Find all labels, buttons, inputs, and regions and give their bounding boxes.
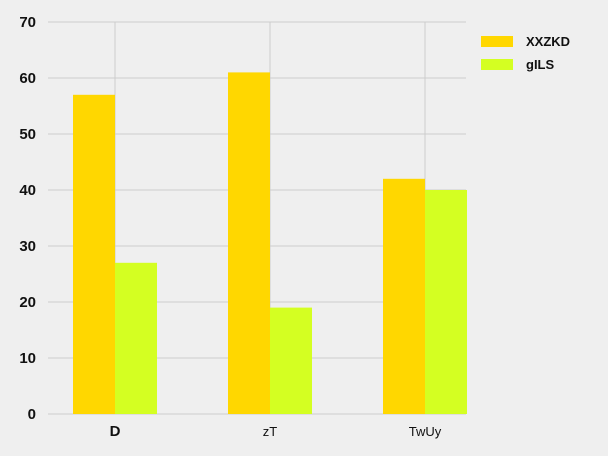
bar-XXZKD-D [73,94,115,415]
legend-swatch [481,36,513,47]
y-tick-label: 20 [19,294,36,311]
x-tick-label: TwUy [409,424,442,439]
y-tick-label: 60 [19,70,36,87]
y-tick-label: 0 [28,406,36,423]
y-tick-label: 70 [19,14,36,31]
bar-XXZKD-zT [228,72,270,415]
bar-gILS-D [115,262,157,414]
y-tick-label: 50 [19,126,36,143]
y-axis-ticks: 0 10 20 30 40 50 60 70 [19,14,36,423]
legend: XXZKD gILS [481,34,570,72]
x-tick-label: D [110,423,121,440]
bar-gILS-zT [270,307,312,414]
legend-swatch [481,59,513,70]
x-tick-label: zT [263,424,278,439]
y-tick-label: 10 [19,350,36,367]
legend-label: gILS [526,57,554,72]
y-tick-label: 40 [19,182,36,199]
bars [73,72,467,415]
bar-XXZKD-TwUy [383,178,425,414]
y-tick-label: 30 [19,238,36,255]
bar-gILS-TwUy [425,190,467,414]
legend-label: XXZKD [526,34,570,49]
